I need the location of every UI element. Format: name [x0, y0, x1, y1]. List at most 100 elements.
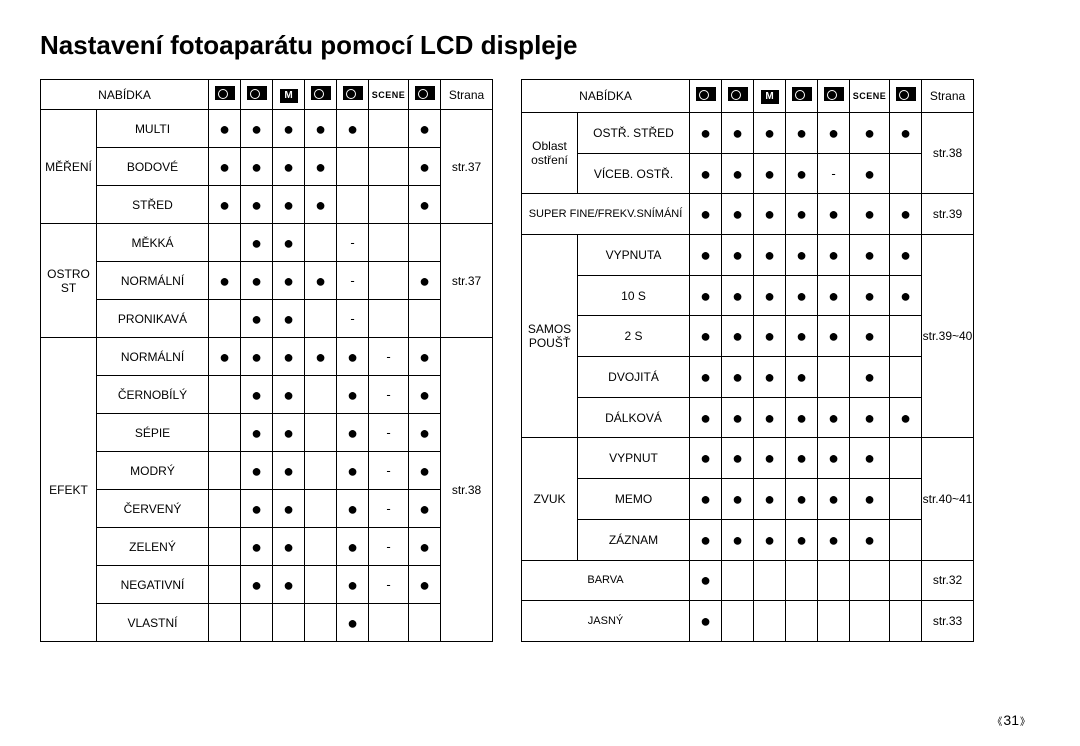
- page-ref: str.37: [441, 110, 493, 224]
- mark-cell: [241, 604, 273, 642]
- mark-cell: ●: [690, 519, 722, 560]
- mark-cell: ●: [786, 519, 818, 560]
- mark-cell: ●: [754, 275, 786, 316]
- category-label: OSTROST: [41, 224, 97, 338]
- mark-cell: ●: [273, 110, 305, 148]
- item-label: VYPNUTA: [578, 235, 690, 276]
- page-ref: str.32: [922, 560, 974, 601]
- mark-cell: ●: [690, 357, 722, 398]
- item-label: NEGATIVNÍ: [97, 566, 209, 604]
- mark-cell: ●: [209, 110, 241, 148]
- mark-cell: ●: [273, 376, 305, 414]
- mark-cell: ●: [850, 194, 890, 235]
- mark-cell: [209, 414, 241, 452]
- page-ref: str.38: [922, 112, 974, 193]
- mode-col-icon: [209, 80, 241, 110]
- mark-cell: ●: [754, 357, 786, 398]
- mark-cell: [786, 560, 818, 601]
- mode-col-m: M: [273, 80, 305, 110]
- mark-cell: [818, 560, 850, 601]
- mark-cell: ●: [690, 479, 722, 520]
- mark-cell: ●: [305, 110, 337, 148]
- mark-cell: ●: [273, 186, 305, 224]
- mark-cell: ●: [722, 479, 754, 520]
- mark-cell: [369, 300, 409, 338]
- mark-cell: ●: [754, 397, 786, 438]
- mark-cell: ●: [722, 316, 754, 357]
- mark-cell: ●: [890, 275, 922, 316]
- mark-cell: ●: [690, 397, 722, 438]
- item-label: MĚKKÁ: [97, 224, 209, 262]
- mode-col-scene: SCENE: [850, 80, 890, 113]
- mark-cell: [890, 519, 922, 560]
- mark-cell: ●: [818, 479, 850, 520]
- mark-cell: [754, 601, 786, 642]
- mark-cell: [305, 376, 337, 414]
- item-label: OSTŘ. STŘED: [578, 112, 690, 153]
- mark-cell: ●: [690, 438, 722, 479]
- mark-cell: [818, 601, 850, 642]
- mark-cell: [369, 262, 409, 300]
- mark-cell: ●: [241, 414, 273, 452]
- mark-cell: ●: [722, 275, 754, 316]
- mark-cell: ●: [241, 566, 273, 604]
- mark-cell: ●: [890, 194, 922, 235]
- item-label: VYPNUT: [578, 438, 690, 479]
- mark-cell: ●: [890, 235, 922, 276]
- mark-cell: [209, 490, 241, 528]
- mark-cell: ●: [337, 566, 369, 604]
- mode-col-icon: [786, 80, 818, 113]
- mark-cell: ●: [273, 262, 305, 300]
- item-label: 10 S: [578, 275, 690, 316]
- mark-cell: ●: [305, 148, 337, 186]
- mark-cell: [305, 452, 337, 490]
- mark-cell: [273, 604, 305, 642]
- mark-cell: ●: [786, 194, 818, 235]
- item-label: PRONIKAVÁ: [97, 300, 209, 338]
- mark-cell: [409, 300, 441, 338]
- item-label: 2 S: [578, 316, 690, 357]
- item-label: MULTI: [97, 110, 209, 148]
- mark-cell: ●: [850, 357, 890, 398]
- header-strana: Strana: [922, 80, 974, 113]
- mode-col-scene: SCENE: [369, 80, 409, 110]
- mark-cell: ●: [273, 414, 305, 452]
- mark-cell: ●: [273, 224, 305, 262]
- mark-cell: ●: [273, 338, 305, 376]
- item-label: NORMÁLNÍ: [97, 338, 209, 376]
- mark-cell: [890, 316, 922, 357]
- item-label: VÍCEB. OSTŘ.: [578, 153, 690, 194]
- item-label: BODOVÉ: [97, 148, 209, 186]
- mark-cell: ●: [409, 376, 441, 414]
- mark-cell: ●: [409, 452, 441, 490]
- mark-cell: ●: [818, 316, 850, 357]
- mark-cell: ●: [409, 338, 441, 376]
- mark-cell: -: [818, 153, 850, 194]
- mark-cell: ●: [241, 528, 273, 566]
- mark-cell: ●: [409, 490, 441, 528]
- mark-cell: [305, 224, 337, 262]
- mode-col-icon: [337, 80, 369, 110]
- mode-col-icon: [690, 80, 722, 113]
- mode-col-icon: [409, 80, 441, 110]
- mark-cell: [890, 560, 922, 601]
- mark-cell: ●: [241, 490, 273, 528]
- category-label: SAMOSPOUŠŤ: [522, 235, 578, 438]
- mode-col-icon: [890, 80, 922, 113]
- mark-cell: ●: [818, 438, 850, 479]
- header-nabidka: NABÍDKA: [522, 80, 690, 113]
- item-label: ČERVENÝ: [97, 490, 209, 528]
- mark-cell: ●: [273, 300, 305, 338]
- settings-table-1: NABÍDKAMSCENEStranaMĚŘENÍMULTI●●●●●●str.…: [40, 79, 493, 642]
- item-label: ZELENÝ: [97, 528, 209, 566]
- mark-cell: ●: [690, 112, 722, 153]
- mark-cell: [409, 604, 441, 642]
- mark-cell: ●: [241, 186, 273, 224]
- mode-col-m: M: [754, 80, 786, 113]
- mark-cell: [890, 479, 922, 520]
- mark-cell: ●: [722, 112, 754, 153]
- mark-cell: [305, 528, 337, 566]
- mark-cell: ●: [850, 275, 890, 316]
- item-label: MEMO: [578, 479, 690, 520]
- mark-cell: ●: [305, 262, 337, 300]
